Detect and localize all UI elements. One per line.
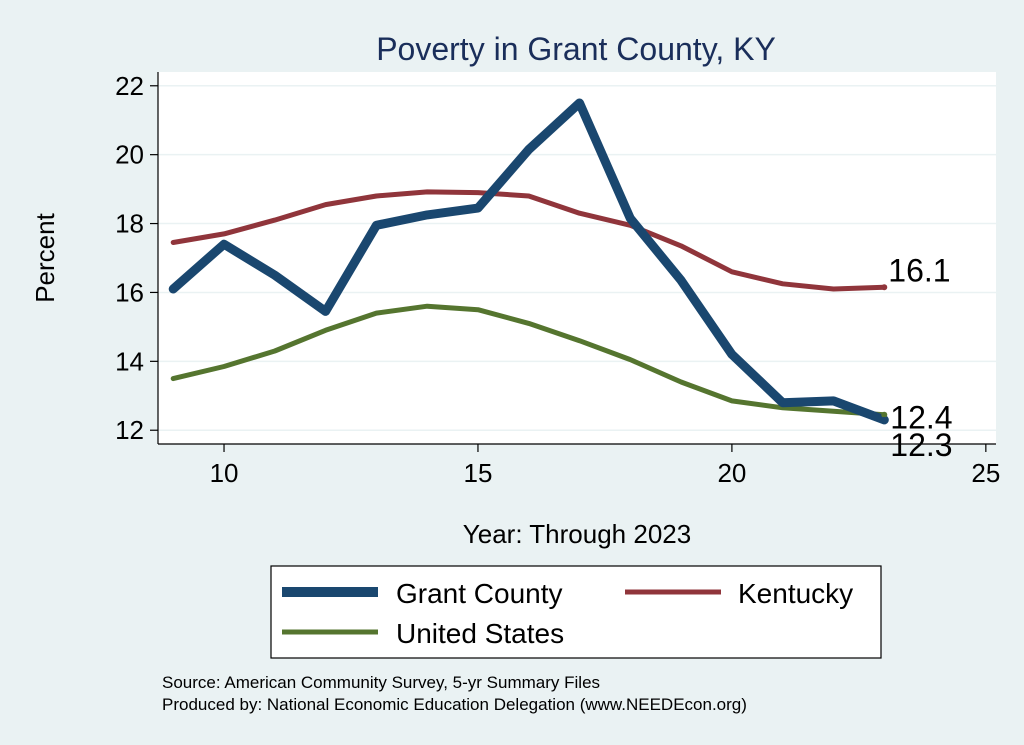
end-point-grant-county [881,416,888,423]
end-label-kentucky: 16.1 [888,252,950,288]
y-tick-label-20: 20 [115,140,144,170]
x-tick-label-10: 10 [210,458,239,488]
series-line-grant-county [168,98,889,425]
y-tick-label-18: 18 [115,209,144,239]
series-lines [168,98,889,425]
x-tick-label-20: 20 [717,458,746,488]
source-line-1: Source: American Community Survey, 5-yr … [162,673,600,692]
end-point-kentucky [881,284,888,291]
axes: 12 14 16 18 20 22 10 15 20 25 [115,71,1000,488]
legend-label-united-states: United States [396,618,564,649]
end-labels: 16.1 12.412.3 [881,252,953,463]
end-label-grant-county: 12.3 [890,427,952,463]
plot-area [158,72,996,444]
chart-title: Poverty in Grant County, KY [376,31,776,67]
x-tick-label-15: 15 [464,458,493,488]
y-tick-label-22: 22 [115,71,144,101]
y-tick-label-14: 14 [115,346,144,376]
x-tick-label-25: 25 [971,458,1000,488]
series-line-united-states [170,303,887,418]
end-point-united-states [881,411,888,418]
y-tick-label-12: 12 [115,415,144,445]
end-label-united-states: 12.4 [890,400,952,436]
legend-label-kentucky: Kentucky [738,578,853,609]
y-axis-label: Percent [30,212,60,302]
legend-label-grant-county: Grant County [396,578,563,609]
legend-box [270,565,882,659]
x-axis-label: Year: Through 2023 [463,519,691,549]
source-line-2: Produced by: National Economic Education… [162,695,747,714]
series-line-kentucky [170,189,887,292]
y-tick-label-16: 16 [115,277,144,307]
legend: Grant County Kentucky United States [270,565,882,659]
